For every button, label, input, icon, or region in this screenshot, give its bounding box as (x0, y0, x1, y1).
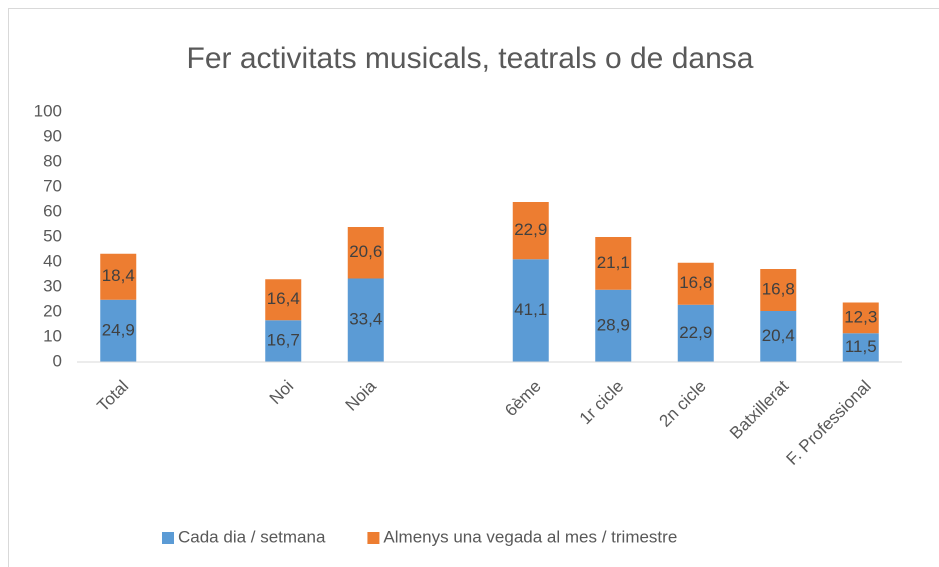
y-tick-label: 100 (34, 101, 62, 120)
bar-segment (347, 227, 384, 279)
y-tick-label: 20 (43, 301, 62, 320)
y-tick-label: 30 (43, 276, 62, 295)
bar-segment (595, 289, 632, 362)
chart-title: Fer activitats musicals, teatrals o de d… (187, 42, 754, 75)
data-label: 18,4 (102, 266, 135, 285)
legend-swatch (367, 532, 380, 544)
legend-label: Almenys una vegada al mes / trimestre (383, 527, 677, 546)
data-label: 20,4 (762, 326, 795, 345)
y-tick-label: 10 (43, 326, 62, 345)
y-tick-label: 50 (43, 226, 62, 245)
bar-segment (512, 259, 549, 362)
bar-segment (265, 320, 302, 362)
y-tick-label: 60 (43, 201, 62, 220)
y-tick-label: 70 (43, 176, 62, 195)
data-label: 16,8 (762, 279, 795, 298)
bar-segment (677, 262, 714, 305)
y-tick-label: 90 (43, 126, 62, 145)
bar-segment (760, 269, 797, 311)
legend-label: Cada dia / setmana (178, 527, 326, 546)
data-label: 11,5 (845, 337, 877, 356)
data-label: 16,4 (267, 289, 300, 308)
y-tick-label: 40 (43, 251, 62, 270)
data-label: 16,7 (267, 331, 300, 350)
data-label: 22,9 (514, 220, 547, 239)
bar-segment (347, 278, 384, 362)
data-label: 24,9 (102, 320, 135, 339)
bar-segment (760, 311, 797, 362)
data-label: 12,3 (844, 307, 877, 326)
bar-segment (595, 237, 632, 290)
legend-swatch (162, 532, 174, 544)
chart-border (8, 8, 939, 567)
data-label: 20,6 (349, 242, 382, 261)
bar-segment (100, 253, 137, 300)
data-label: 41,1 (514, 300, 547, 319)
data-label: 28,9 (597, 315, 630, 334)
data-label: 16,8 (679, 273, 712, 292)
y-tick-label: 0 (53, 351, 62, 370)
y-tick-label: 80 (43, 151, 62, 170)
data-label: 22,9 (679, 323, 712, 342)
data-label: 33,4 (349, 310, 382, 329)
bar-segment (512, 202, 549, 260)
bar-segment (677, 304, 714, 362)
bar-segment (842, 302, 879, 334)
bar-segment (265, 279, 302, 321)
bar-segment (100, 299, 137, 362)
data-label: 21,1 (597, 253, 630, 272)
bar-segment (842, 333, 879, 362)
